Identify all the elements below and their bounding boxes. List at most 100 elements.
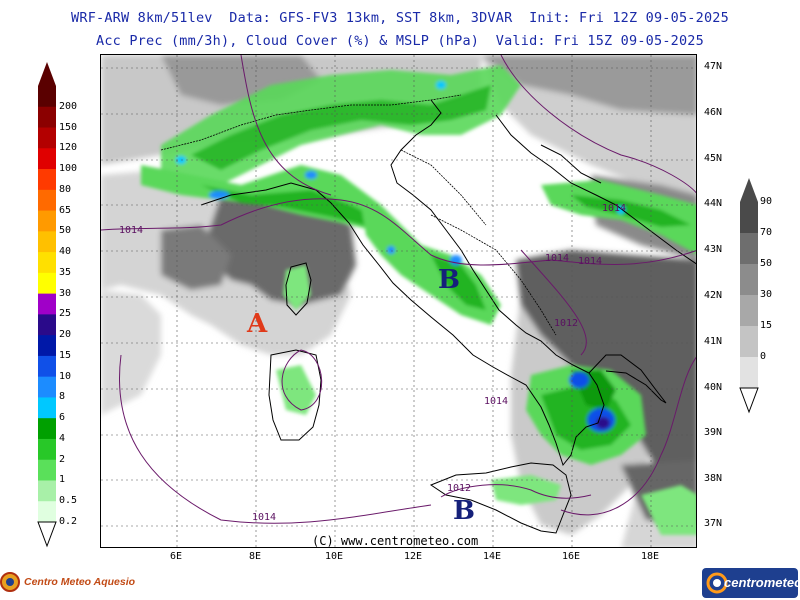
isobar-label: 1014 [119, 225, 144, 236]
precip-swatch [38, 86, 56, 108]
longitude-label: 12E [403, 551, 423, 562]
centro-meteo-aquesio-logo [0, 572, 20, 592]
precip-scale-label: 4 [59, 432, 66, 444]
cloud-scale-label: 50 [760, 258, 773, 269]
isobar-label: 1014 [484, 396, 509, 407]
isobar-label: 1014 [252, 512, 277, 523]
isobars [101, 55, 696, 524]
borders [160, 94, 557, 336]
cloud-scale-bottom-arrow [739, 387, 759, 414]
copyright-text: (C) www.centrometeo.com [312, 534, 479, 548]
low-pressure-center: B [438, 265, 460, 295]
precip-scale-label: 2 [59, 453, 66, 465]
longitude-label: 14E [482, 551, 502, 562]
cloud-scale-top-arrow [740, 178, 758, 202]
precip-scale-label: 50 [59, 225, 72, 237]
precip-swatch [38, 418, 56, 440]
precip-swatch [38, 252, 56, 274]
cloud-scale-label: 30 [760, 289, 773, 300]
cloud-swatch [740, 326, 758, 358]
centrometeo-logo [702, 568, 798, 598]
cloud-scale-label: 0 [760, 351, 767, 362]
latitude-label: 40N [704, 382, 723, 393]
latitude-label: 47N [704, 61, 723, 72]
precip-scale-label: 0.5 [59, 495, 78, 507]
isobar-label: 1014 [578, 256, 603, 267]
latitude-label: 44N [704, 198, 723, 209]
precip-swatch [38, 106, 56, 129]
map-canvas [101, 55, 696, 547]
cloud-scale-label: 15 [760, 320, 773, 331]
precip-scale-bottom-arrow [37, 521, 57, 548]
precip-scale-label: 25 [59, 308, 72, 320]
precip-swatch [38, 127, 56, 149]
cloud-swatch [740, 233, 758, 265]
precip-swatch [38, 314, 56, 336]
precip-scale-label: 40 [59, 246, 72, 258]
isobar-label: 1014 [545, 253, 570, 264]
chart-title-line-1: WRF-ARW 8km/51lev Data: GFS-FV3 13km, SS… [71, 10, 729, 26]
precip-swatch [38, 397, 56, 419]
cloud-swatch [740, 202, 758, 234]
precip-scale-label: 8 [59, 391, 66, 403]
precip-scale-label: 30 [59, 287, 72, 299]
precip-scale-label: 200 [59, 100, 78, 112]
longitude-label: 6E [169, 551, 183, 562]
precip-swatch [38, 293, 56, 315]
latitude-label: 46N [704, 107, 723, 118]
precip-swatch [38, 376, 56, 398]
precip-color-scale [37, 62, 57, 548]
precip-swatch [38, 231, 56, 253]
latitude-label: 41N [704, 336, 723, 347]
logo-left-text: Centro Meteo Aquesio [24, 576, 136, 588]
low-pressure-center: B [453, 496, 475, 526]
latitude-label: 45N [704, 153, 723, 164]
chart-title-line-2: Acc Prec (mm/3h), Cloud Cover (%) & MSLP… [96, 33, 704, 49]
precip-swatch [38, 189, 56, 212]
precip-scale-label: 20 [59, 329, 72, 341]
longitude-label: 10E [324, 551, 344, 562]
precip-scale-label: 0.2 [59, 516, 78, 527]
cloud-swatch [740, 357, 758, 389]
latitude-label: 42N [704, 290, 723, 301]
precip-scale-label: 80 [59, 183, 72, 195]
precip-scale-label: 150 [59, 121, 78, 133]
precip-scale-label: 120 [59, 142, 78, 154]
cloud-color-scale [739, 178, 759, 414]
isobar-label: 1012 [554, 318, 579, 329]
precip-swatch [38, 210, 56, 232]
precip-swatch [38, 148, 56, 170]
precip-swatch [38, 355, 56, 378]
precip-swatch [38, 438, 56, 461]
weather-map [100, 54, 697, 548]
precip-swatch [38, 272, 56, 295]
latitude-label: 37N [704, 518, 723, 529]
cloud-scale-label: 70 [760, 227, 773, 238]
isobar-label: 1012 [447, 483, 472, 494]
lat-lon-grid [101, 55, 696, 547]
cloud-scale-label: 90 [760, 196, 773, 207]
precip-scale-top-arrow [38, 62, 56, 86]
precipitation-layer [141, 65, 696, 535]
longitude-label: 18E [640, 551, 660, 562]
precip-swatch [38, 501, 56, 523]
logo-right-text: centrometeo [724, 575, 800, 590]
cloud-swatch [740, 295, 758, 327]
longitude-label: 16E [561, 551, 581, 562]
precip-scale-label: 100 [59, 163, 78, 175]
latitude-label: 43N [704, 244, 723, 255]
high-pressure-center: A [247, 309, 268, 339]
precip-scale-label: 6 [59, 412, 66, 424]
precip-swatch [38, 459, 56, 481]
precip-scale-label: 15 [59, 349, 72, 361]
latitude-label: 39N [704, 427, 723, 438]
latitude-label: 38N [704, 473, 723, 484]
precip-swatch [38, 169, 56, 191]
precip-scale-label: 35 [59, 266, 72, 278]
precip-swatch [38, 480, 56, 502]
cloud-swatch [740, 264, 758, 296]
isobar-label: 1014 [602, 203, 627, 214]
longitude-label: 8E [248, 551, 262, 562]
precip-scale-label: 1 [59, 474, 66, 486]
precip-scale-label: 10 [59, 370, 72, 382]
